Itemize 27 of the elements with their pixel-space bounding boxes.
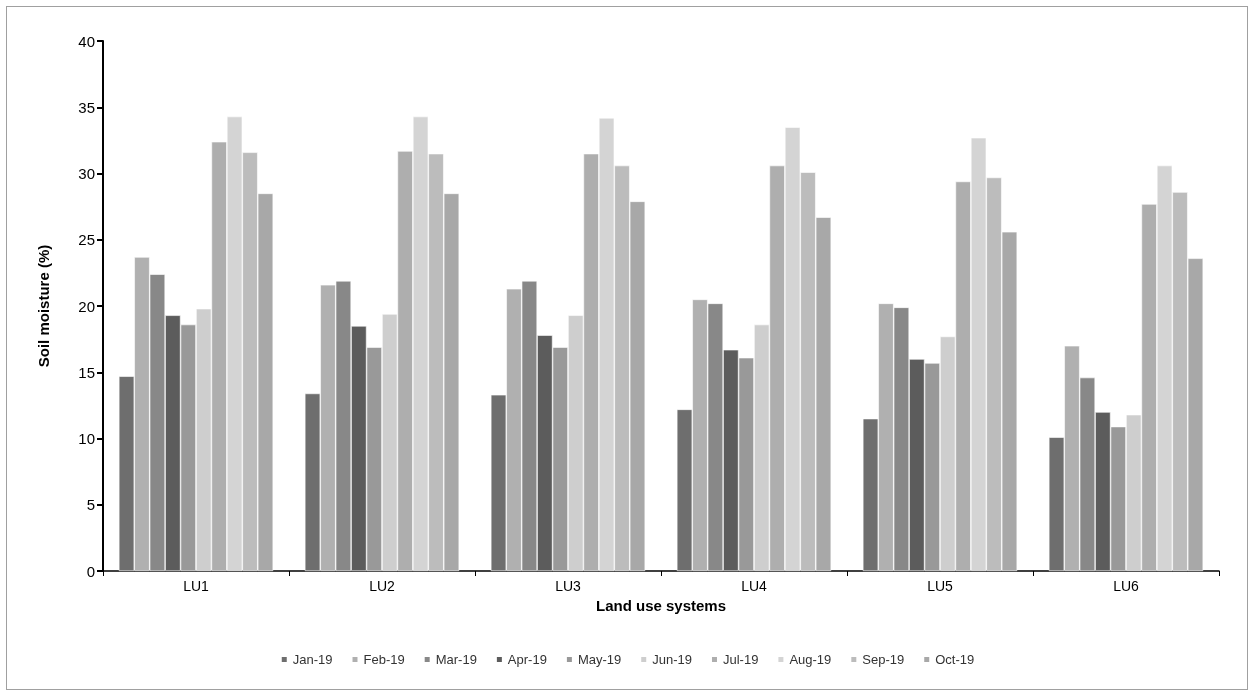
legend-label: Mar-19 <box>435 652 477 667</box>
y-tick-label: 25 <box>78 231 95 249</box>
y-tick-label: 20 <box>78 297 95 315</box>
legend-label: Jan-19 <box>292 652 333 667</box>
y-tick-label: 40 <box>78 32 95 50</box>
y-tick-label: 10 <box>78 430 95 447</box>
legend-label: May-19 <box>577 652 622 667</box>
legend-label: Feb-19 <box>363 652 405 667</box>
legend-label: Jun-19 <box>652 652 692 667</box>
x-tick-label: LU1 <box>183 578 210 594</box>
x-tick-label: LU2 <box>369 578 396 594</box>
legend-label: Oct-19 <box>935 652 975 667</box>
x-tick-label: LU5 <box>927 578 954 594</box>
x-tick-label: LU6 <box>1113 578 1140 594</box>
y-tick-label: 5 <box>86 496 95 514</box>
x-axis-title: Land use systems <box>595 596 727 614</box>
legend-label: Apr-19 <box>507 652 547 667</box>
y-tick-label: 0 <box>86 562 95 580</box>
y-tick-label: 35 <box>78 98 95 116</box>
x-tick-label: LU3 <box>555 578 582 594</box>
legend-label: Jul-19 <box>722 652 759 667</box>
y-axis-title: Soil moisture (%) <box>35 244 52 368</box>
y-tick-label: 15 <box>78 363 95 381</box>
legend-label: Sep-19 <box>862 652 905 667</box>
y-tick-label: 30 <box>78 165 95 182</box>
x-tick-label: LU4 <box>741 578 768 594</box>
legend-label: Aug-19 <box>789 652 832 667</box>
